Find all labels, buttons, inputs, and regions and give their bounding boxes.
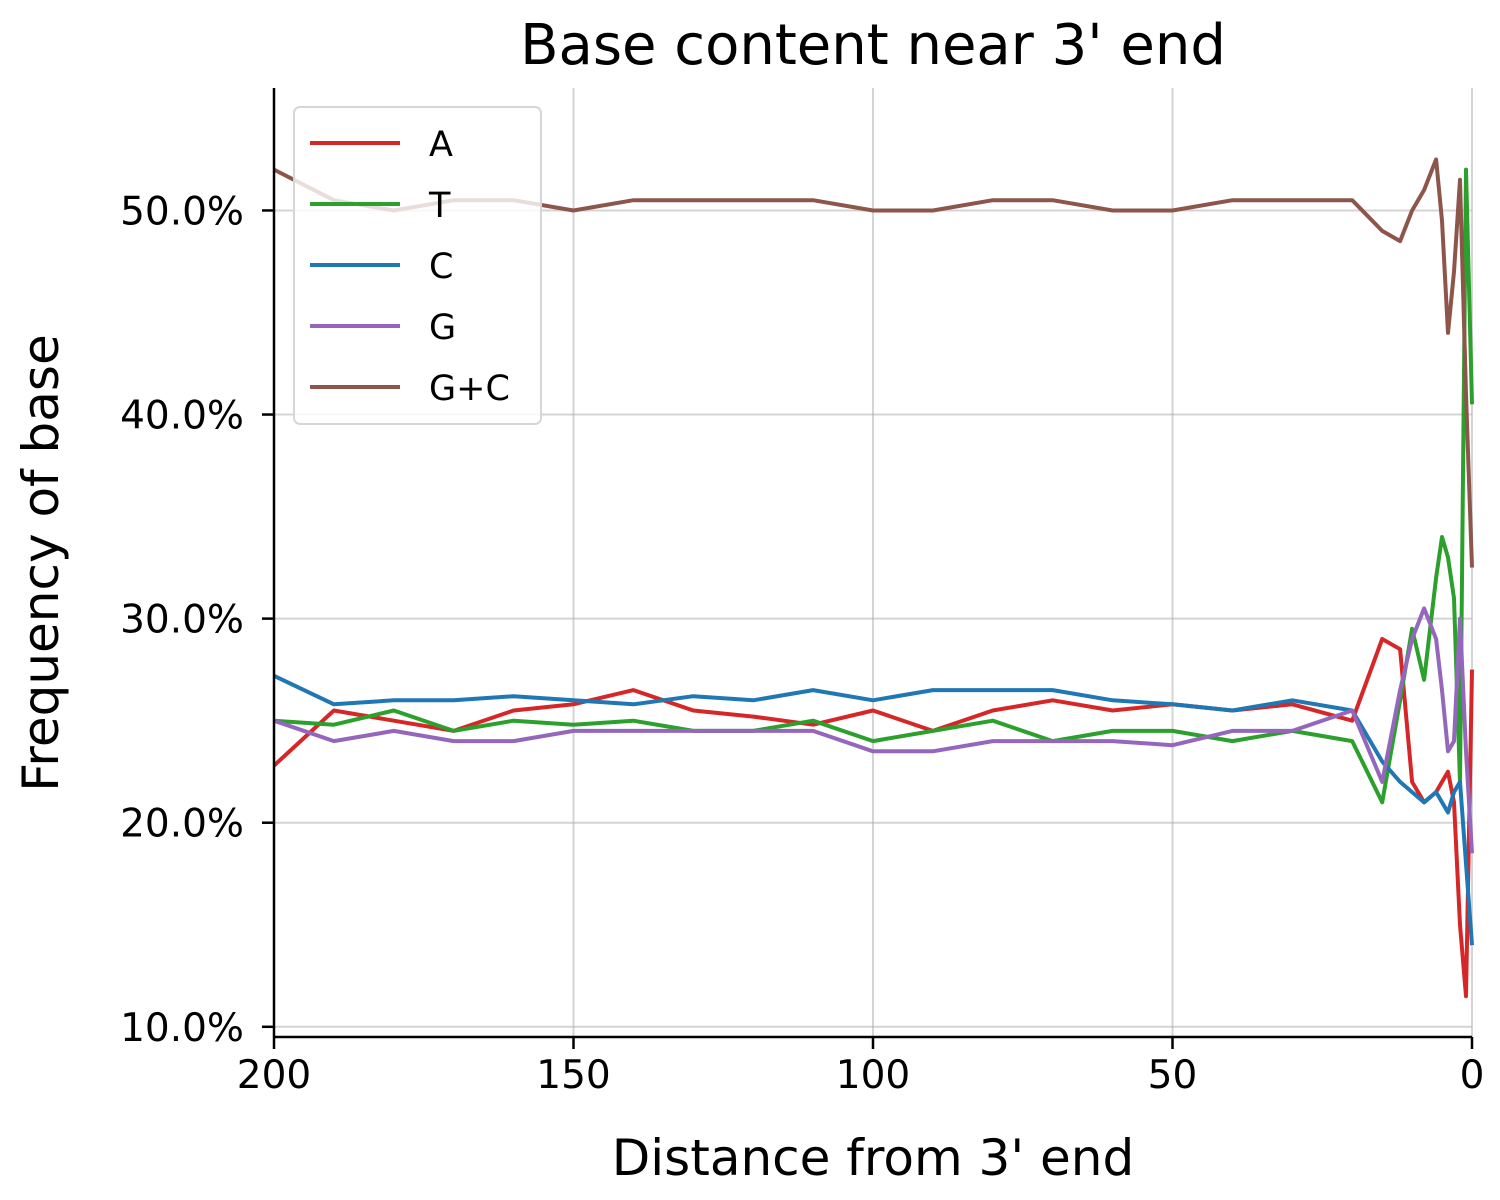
tick-labels: 200 150 100 50 0 10.0% 20.0% 30.0% 40.0% 50.0% [120, 189, 1484, 1098]
legend-label: G [429, 308, 456, 348]
y-tick-label: 50.0% [120, 189, 244, 234]
x-tick-label: 200 [237, 1053, 311, 1098]
y-axis-title: Frequency of base [12, 334, 70, 791]
series-line-gplusc [273, 157, 1474, 568]
x-tick-label: 0 [1460, 1053, 1485, 1098]
legend-label: T [428, 186, 451, 226]
series-line-t [273, 167, 1474, 805]
y-tick-label: 30.0% [120, 598, 244, 643]
legend-label: A [429, 125, 453, 165]
legend-label: G+C [429, 369, 510, 409]
x-tick-label: 100 [836, 1053, 910, 1098]
series-line-g [273, 606, 1474, 854]
x-tick-label: 150 [536, 1053, 610, 1098]
y-tick-label: 10.0% [120, 1006, 244, 1051]
legend-label: C [429, 247, 453, 287]
series-line-a [272, 637, 1474, 999]
series-line-c [273, 673, 1474, 946]
y-tick-label: 20.0% [120, 802, 244, 847]
x-axis-title: Distance from 3' end [612, 1129, 1134, 1187]
x-tick-label: 50 [1148, 1053, 1198, 1098]
axes [262, 88, 1474, 1049]
y-tick-label: 40.0% [120, 394, 244, 439]
series-lines [272, 157, 1474, 999]
legend-box [293, 106, 542, 425]
chart-title: Base content near 3' end [520, 13, 1226, 78]
